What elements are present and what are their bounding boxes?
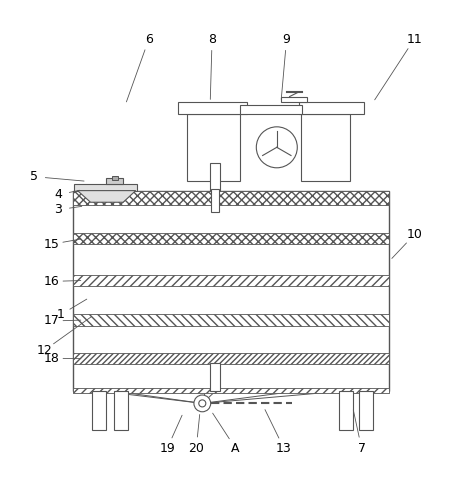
- Text: 7: 7: [358, 442, 366, 455]
- Bar: [177, 102, 248, 114]
- Bar: [73, 191, 389, 391]
- Polygon shape: [106, 178, 123, 184]
- Text: A: A: [231, 442, 240, 455]
- Bar: [73, 388, 389, 393]
- Text: 6: 6: [145, 33, 153, 46]
- Text: 12: 12: [36, 344, 52, 357]
- Text: 20: 20: [188, 442, 204, 455]
- Circle shape: [194, 395, 211, 412]
- Text: 19: 19: [160, 442, 175, 455]
- Bar: [339, 391, 353, 431]
- Bar: [74, 184, 137, 191]
- Text: 13: 13: [276, 442, 292, 455]
- Bar: [114, 391, 128, 431]
- Bar: [73, 275, 389, 286]
- Bar: [241, 105, 302, 114]
- Text: 17: 17: [44, 315, 60, 328]
- Text: 15: 15: [44, 238, 60, 251]
- Text: 11: 11: [406, 33, 422, 46]
- Text: 8: 8: [208, 33, 216, 46]
- Text: 9: 9: [283, 33, 290, 46]
- Bar: [282, 97, 307, 102]
- Text: 4: 4: [55, 188, 63, 201]
- Text: 5: 5: [30, 170, 38, 183]
- Bar: [112, 176, 118, 180]
- Text: 3: 3: [55, 203, 63, 216]
- Text: 18: 18: [44, 352, 60, 365]
- Bar: [210, 363, 220, 391]
- Text: 1: 1: [57, 308, 64, 321]
- Bar: [359, 391, 373, 431]
- Bar: [73, 233, 389, 244]
- Bar: [211, 189, 219, 212]
- Bar: [73, 191, 389, 205]
- Bar: [187, 114, 241, 181]
- Bar: [73, 314, 389, 326]
- Text: 16: 16: [44, 275, 60, 288]
- Bar: [210, 163, 220, 191]
- Polygon shape: [78, 191, 136, 202]
- Bar: [299, 102, 364, 114]
- Bar: [73, 353, 389, 365]
- Bar: [301, 114, 350, 181]
- Text: 10: 10: [406, 228, 422, 241]
- Bar: [92, 391, 106, 431]
